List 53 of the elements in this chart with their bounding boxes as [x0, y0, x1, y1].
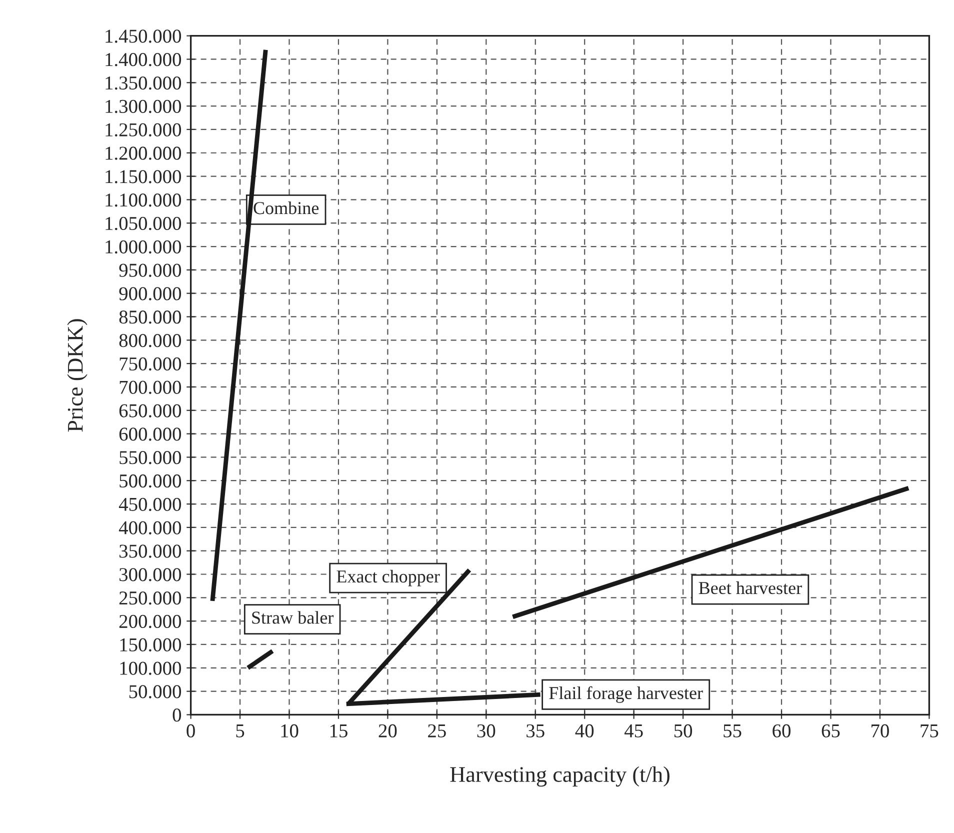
series-label: Straw baler [252, 611, 334, 624]
x-tick-label: 60 [772, 724, 790, 738]
y-tick-label: 1.250.000 [106, 123, 182, 136]
x-tick-label: 55 [724, 724, 742, 738]
x-tick-label: 70 [872, 724, 889, 738]
y-tick-label: 800.000 [119, 334, 182, 348]
y-tick-label: 1.200.000 [106, 146, 182, 160]
y-tick-label: 100.000 [120, 662, 182, 675]
x-tick-label: 10 [281, 724, 298, 738]
y-tick-label: 650.000 [119, 404, 182, 418]
series-label: Exact chopper [336, 570, 440, 586]
y-tick-label: 450.000 [118, 498, 182, 512]
y-tick-label: 1.050.000 [106, 216, 182, 230]
x-tick-label: 35 [526, 724, 544, 738]
y-tick-label: 150.000 [120, 638, 182, 652]
series-label: Combine [254, 201, 319, 214]
series-label: Flail forage harvester [549, 686, 703, 703]
y-tick-label: 750.000 [120, 357, 182, 371]
x-tick-label: 20 [378, 724, 397, 738]
y-tick-label: 550.000 [120, 451, 182, 464]
y-tick-label: 200.000 [119, 614, 182, 628]
x-tick-label: 0 [186, 724, 195, 738]
x-tick-label: 25 [428, 724, 446, 738]
x-tick-label: 15 [330, 724, 348, 738]
y-tick-label: 1.400.000 [106, 53, 182, 66]
x-tick-label: 50 [674, 724, 692, 738]
y-axis-title: Price (DKK) [67, 319, 88, 432]
y-tick-label: 1.450.000 [106, 30, 182, 43]
y-tick-label: 50.000 [129, 685, 182, 698]
y-tick-label: 0 [172, 708, 182, 722]
x-axis-title: Harvesting capacity (t/h) [450, 766, 670, 787]
y-tick-label: 700.000 [120, 380, 182, 394]
y-tick-label: 1.350.000 [106, 76, 182, 90]
x-tick-label: 5 [236, 724, 244, 738]
y-tick-label: 900.000 [119, 287, 182, 300]
y-tick-label: 850.000 [119, 310, 182, 324]
y-tick-label: 600.000 [119, 428, 182, 441]
x-tick-label: 45 [624, 724, 643, 738]
y-tick-label: 1.300.000 [106, 100, 182, 114]
y-tick-label: 400.000 [118, 521, 182, 534]
x-tick-label: 40 [575, 724, 594, 738]
y-tick-label: 1.150.000 [106, 170, 182, 184]
y-tick-label: 300.000 [120, 568, 182, 582]
x-tick-label: 65 [822, 724, 840, 738]
x-tick-label: 30 [477, 724, 496, 738]
y-tick-label: 500.000 [120, 474, 182, 488]
y-tick-label: 1.000.000 [106, 240, 182, 254]
series-label: Beet harvester [698, 581, 802, 594]
y-tick-label: 350.000 [120, 544, 182, 558]
y-tick-label: 250.000 [119, 591, 182, 605]
x-tick-label: 75 [920, 724, 938, 738]
y-tick-label: 1.100.000 [106, 194, 182, 207]
y-tick-label: 950.000 [119, 264, 182, 277]
